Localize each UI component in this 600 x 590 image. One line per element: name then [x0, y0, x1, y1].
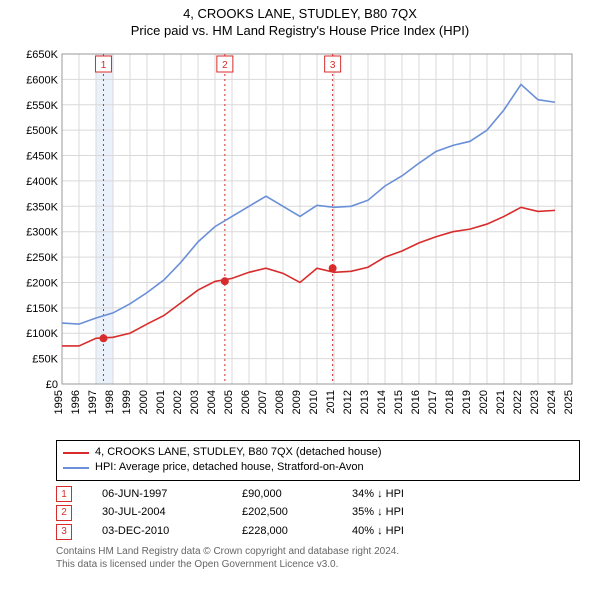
svg-text:2002: 2002: [172, 390, 184, 414]
svg-text:1995: 1995: [53, 390, 65, 414]
transaction-badge: 1: [56, 486, 72, 502]
footer-line: This data is licensed under the Open Gov…: [56, 558, 580, 571]
legend-swatch: [63, 467, 89, 469]
transaction-row: 3 03-DEC-2010 £228,000 40% ↓ HPI: [56, 522, 580, 541]
legend-label: 4, CROOKS LANE, STUDLEY, B80 7QX (detach…: [95, 445, 382, 460]
legend-item: 4, CROOKS LANE, STUDLEY, B80 7QX (detach…: [63, 445, 573, 460]
svg-text:£50K: £50K: [32, 354, 58, 366]
transaction-delta: 34% ↓ HPI: [352, 485, 404, 504]
page-title: 4, CROOKS LANE, STUDLEY, B80 7QX: [0, 0, 600, 21]
transaction-badge: 3: [56, 524, 72, 540]
transaction-badge: 2: [56, 505, 72, 521]
transaction-delta: 35% ↓ HPI: [352, 503, 404, 522]
transaction-table: 1 06-JUN-1997 £90,000 34% ↓ HPI 2 30-JUL…: [56, 485, 580, 541]
svg-text:2004: 2004: [206, 390, 218, 414]
legend: 4, CROOKS LANE, STUDLEY, B80 7QX (detach…: [56, 440, 580, 481]
svg-text:£100K: £100K: [26, 328, 58, 340]
svg-text:3: 3: [330, 60, 336, 71]
svg-text:£600K: £600K: [26, 74, 58, 86]
transaction-row: 1 06-JUN-1997 £90,000 34% ↓ HPI: [56, 485, 580, 504]
svg-text:2010: 2010: [308, 390, 320, 414]
svg-text:£400K: £400K: [26, 176, 58, 188]
svg-text:2013: 2013: [359, 390, 371, 414]
svg-text:2012: 2012: [342, 390, 354, 414]
svg-text:2024: 2024: [546, 390, 558, 414]
svg-text:£350K: £350K: [26, 201, 58, 213]
legend-swatch: [63, 452, 89, 454]
svg-text:£550K: £550K: [26, 100, 58, 112]
svg-text:2014: 2014: [376, 390, 388, 414]
page-subtitle: Price paid vs. HM Land Registry's House …: [0, 21, 600, 44]
svg-text:2025: 2025: [563, 390, 575, 414]
legend-item: HPI: Average price, detached house, Stra…: [63, 460, 573, 475]
svg-text:2017: 2017: [427, 390, 439, 414]
transaction-price: £228,000: [242, 522, 322, 541]
svg-text:2016: 2016: [410, 390, 422, 414]
svg-text:2007: 2007: [257, 390, 269, 414]
svg-text:2001: 2001: [155, 390, 167, 414]
svg-text:2015: 2015: [393, 390, 405, 414]
svg-text:2020: 2020: [478, 390, 490, 414]
footer: Contains HM Land Registry data © Crown c…: [56, 545, 580, 571]
svg-text:2011: 2011: [325, 390, 337, 414]
svg-text:£150K: £150K: [26, 303, 58, 315]
svg-text:£250K: £250K: [26, 252, 58, 264]
transaction-date: 30-JUL-2004: [102, 503, 212, 522]
svg-text:2008: 2008: [274, 390, 286, 414]
price-chart-page: { "title": "4, CROOKS LANE, STUDLEY, B80…: [0, 0, 600, 590]
legend-label: HPI: Average price, detached house, Stra…: [95, 460, 364, 475]
transaction-row: 2 30-JUL-2004 £202,500 35% ↓ HPI: [56, 503, 580, 522]
svg-text:£450K: £450K: [26, 151, 58, 163]
svg-text:2006: 2006: [240, 390, 252, 414]
svg-text:1: 1: [101, 60, 107, 71]
svg-text:2009: 2009: [291, 390, 303, 414]
transaction-delta: 40% ↓ HPI: [352, 522, 404, 541]
transaction-price: £90,000: [242, 485, 322, 504]
svg-text:2003: 2003: [189, 390, 201, 414]
svg-text:1998: 1998: [104, 390, 116, 414]
svg-text:£650K: £650K: [26, 49, 58, 61]
transaction-price: £202,500: [242, 503, 322, 522]
svg-text:2021: 2021: [495, 390, 507, 414]
svg-text:2000: 2000: [138, 390, 150, 414]
svg-text:£300K: £300K: [26, 227, 58, 239]
svg-text:2018: 2018: [444, 390, 456, 414]
footer-line: Contains HM Land Registry data © Crown c…: [56, 545, 580, 558]
svg-text:2: 2: [222, 60, 228, 71]
svg-text:2022: 2022: [512, 390, 524, 414]
svg-text:2023: 2023: [529, 390, 541, 414]
transaction-date: 06-JUN-1997: [102, 485, 212, 504]
svg-text:2005: 2005: [223, 390, 235, 414]
svg-text:£500K: £500K: [26, 125, 58, 137]
transaction-date: 03-DEC-2010: [102, 522, 212, 541]
price-chart: £0 £50K £100K £150K £200K £250K £300K £350K £400…: [20, 44, 580, 434]
svg-text:£200K: £200K: [26, 277, 58, 289]
svg-text:1996: 1996: [70, 390, 82, 414]
svg-text:1999: 1999: [121, 390, 133, 414]
svg-text:1997: 1997: [87, 390, 99, 414]
svg-text:2019: 2019: [461, 390, 473, 414]
svg-text:£0: £0: [46, 379, 58, 391]
